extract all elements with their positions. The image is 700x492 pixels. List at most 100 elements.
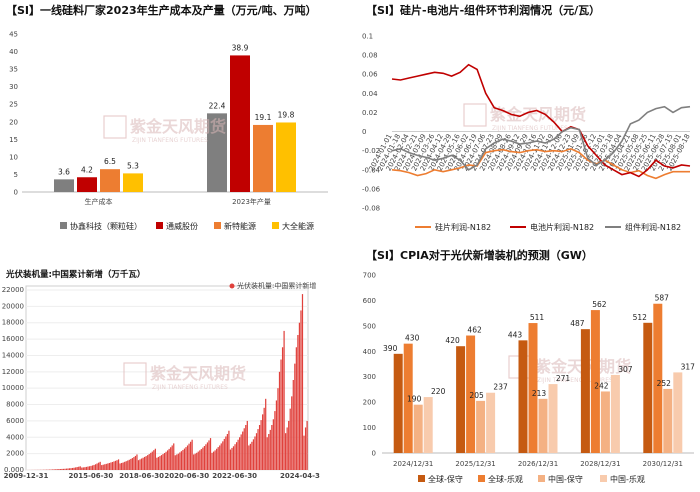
data-label: 462 [467,326,482,335]
bar [246,420,248,470]
bar [230,55,250,192]
watermark-subtext: ZIJIN TIANFENG FUTURES [152,384,228,391]
y-tick-label: 22000 [2,286,24,294]
bar [245,425,247,470]
y-tick-label: 300 [363,373,376,381]
data-label: 38.9 [232,43,249,52]
bar [283,330,285,470]
bar [55,469,57,470]
bar [90,465,92,470]
bar [160,455,163,470]
bar [111,461,114,470]
bar [65,468,68,470]
bar [105,463,107,470]
legend-swatch [418,475,425,482]
bar [610,374,620,453]
y-tick-label: 10 [9,153,18,161]
legend-swatch [600,475,607,482]
legend-label: 中国-乐观 [610,474,645,484]
legend-label: 大全能源 [282,221,314,231]
data-label: 6.5 [104,157,116,166]
bar [75,467,77,470]
bar [476,400,486,453]
bar [271,425,273,470]
legend-swatch [272,222,279,229]
bar [114,460,117,470]
bar [269,429,271,470]
bar [134,455,137,470]
legend-swatch [478,475,485,482]
bar [58,469,60,470]
x-tick-label: 2030/12/31 [643,460,683,468]
bar [254,436,256,470]
bar [125,461,127,470]
watermark-subtext: ZIJIN TIANFENG FUTURES [537,377,613,384]
bar [228,430,230,470]
bar [196,452,198,470]
bar [278,371,281,470]
x-tick-label: 2015-06-30 [68,472,113,480]
bar [121,462,123,470]
bar [217,447,219,470]
watermark-subtext: ZIJIN TIANFENG FUTURES [132,137,208,144]
bar [84,467,86,470]
bar [82,467,84,470]
bar [130,458,132,470]
y-tick-label: 4000 [6,433,24,441]
bar [263,407,265,470]
bar [643,322,653,453]
legend-label: 组件利润-N182 [625,222,681,232]
bar [274,411,276,470]
data-label: 205 [469,391,484,400]
bar [98,462,100,470]
chart-title: 【SI】一线硅料厂家2023年生产成本及产量（万元/吨、万吨） [6,4,317,17]
bar [78,466,80,470]
bar [548,384,558,453]
bar [272,419,274,470]
y-tick-label: 8000 [6,401,24,409]
bar [225,436,227,470]
legend-label: 通威股份 [166,221,198,231]
bar [222,441,224,470]
bar [285,433,287,470]
data-label: 420 [445,336,460,345]
bar [223,438,225,470]
bar [518,340,528,453]
bar [61,468,63,470]
data-label: 390 [383,344,398,353]
bar [653,303,663,453]
bar [170,447,172,470]
bar [295,347,297,470]
bar [104,464,106,470]
bar [219,445,221,470]
bar [205,444,207,470]
data-label: 271 [556,374,571,383]
bar [173,443,175,470]
bar [248,445,250,470]
y-tick-label: 0.08 [362,52,378,60]
bar [258,425,261,470]
data-label: 512 [633,313,648,322]
bar [145,456,147,470]
x-tick-label: 2024/12/31 [393,460,433,468]
bar [100,169,120,192]
data-label: 4.2 [81,165,93,174]
y-tick-label: 500 [363,322,376,330]
bar [68,468,71,470]
bar [197,451,199,470]
y-tick-label: 2000 [6,450,24,458]
x-tick-label: 2020-06-30 [164,472,209,480]
bar [148,454,150,470]
bar [62,468,65,470]
bar [276,122,296,192]
bar [113,461,115,470]
data-label: 487 [570,319,585,328]
bar [188,443,190,470]
bar [107,463,109,470]
y-tick-label: 35 [9,66,18,74]
bar [289,408,291,470]
chart-panel-installation: 光伏装机量:中国累计新增（万千瓦） 0.000 2000 4000 6000 8000 1… [0,262,320,492]
bar [127,460,129,470]
bar [251,441,253,470]
x-tick-label: 生产成本 [85,197,113,206]
